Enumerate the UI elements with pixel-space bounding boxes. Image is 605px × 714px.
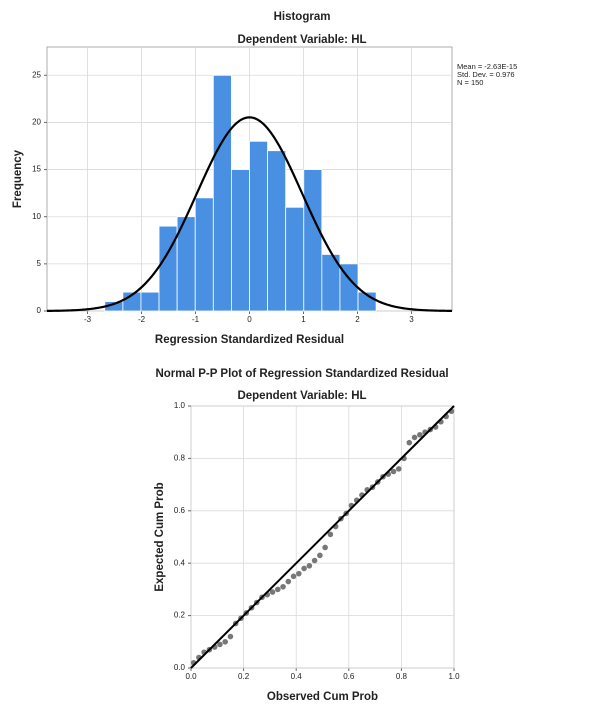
bar [231, 169, 250, 312]
x-tick-label: 0 [247, 315, 252, 324]
y-axis-label: Expected Cum Prob [154, 482, 166, 591]
chart-title: Histogram [274, 11, 331, 23]
point [227, 633, 234, 640]
y-tick-label: 0 [37, 306, 42, 315]
chart-subtitle: Dependent Variable: HL [237, 390, 366, 402]
x-tick-label: 0.0 [185, 672, 197, 681]
point [296, 570, 302, 577]
point [285, 578, 292, 585]
bar [267, 150, 287, 312]
y-tick-label: 25 [32, 70, 41, 79]
stat-label: Std. Dev. = 0.976 [457, 70, 515, 79]
point [395, 466, 402, 472]
x-tick-label: -2 [138, 315, 146, 324]
point [390, 468, 397, 475]
y-tick-label: 20 [32, 118, 41, 127]
reference-line [190, 405, 455, 669]
y-tick-label: 0.8 [174, 454, 186, 463]
point [290, 573, 297, 580]
chart-title: Normal P-P Plot of Regression Standardiz… [155, 368, 448, 380]
point [274, 586, 281, 593]
x-tick-label: 0.4 [291, 672, 303, 681]
point [327, 531, 334, 538]
bar [285, 206, 305, 312]
bar [140, 291, 160, 312]
bar [303, 169, 323, 312]
y-tick-label: 5 [37, 259, 42, 268]
point [269, 589, 276, 595]
point [406, 439, 413, 446]
x-tick-label: 1.0 [448, 672, 460, 681]
x-tick-label: 0.6 [343, 672, 355, 681]
stat-label: Mean = -2.63E-15 [457, 62, 517, 71]
bar [194, 197, 214, 312]
x-tick-label: 2 [355, 315, 360, 324]
x-tick-label: 0.2 [238, 672, 250, 681]
bar [249, 140, 268, 312]
x-tick-label: 0.8 [396, 672, 408, 681]
y-tick-label: 0.2 [174, 611, 186, 620]
x-tick-label: 3 [409, 315, 414, 324]
point [317, 552, 323, 559]
y-tick-label: 15 [32, 165, 41, 174]
point [280, 583, 286, 590]
chart-subtitle: Dependent Variable: HL [237, 34, 366, 46]
x-tick-label: -1 [192, 315, 200, 324]
point [322, 544, 328, 551]
point [301, 565, 307, 572]
point [417, 432, 423, 438]
y-tick-label: 1.0 [174, 401, 186, 410]
y-axis-label: Frequency [12, 149, 24, 208]
y-tick-label: 10 [32, 212, 41, 221]
x-axis-label: Observed Cum Prob [267, 691, 378, 703]
normal-curve [46, 116, 453, 312]
stat-label: N = 150 [457, 78, 483, 87]
y-tick-label: 0.4 [174, 558, 186, 567]
point [217, 641, 223, 648]
point [311, 557, 318, 564]
bar [212, 74, 232, 312]
point [411, 434, 418, 441]
x-tick-label: -3 [84, 315, 92, 324]
y-tick-label: 0.0 [174, 663, 186, 672]
point [306, 563, 313, 569]
x-tick-label: 1 [301, 315, 306, 324]
y-tick-label: 0.6 [174, 506, 186, 515]
x-axis-label: Regression Standardized Residual [155, 334, 344, 346]
point [222, 639, 228, 645]
